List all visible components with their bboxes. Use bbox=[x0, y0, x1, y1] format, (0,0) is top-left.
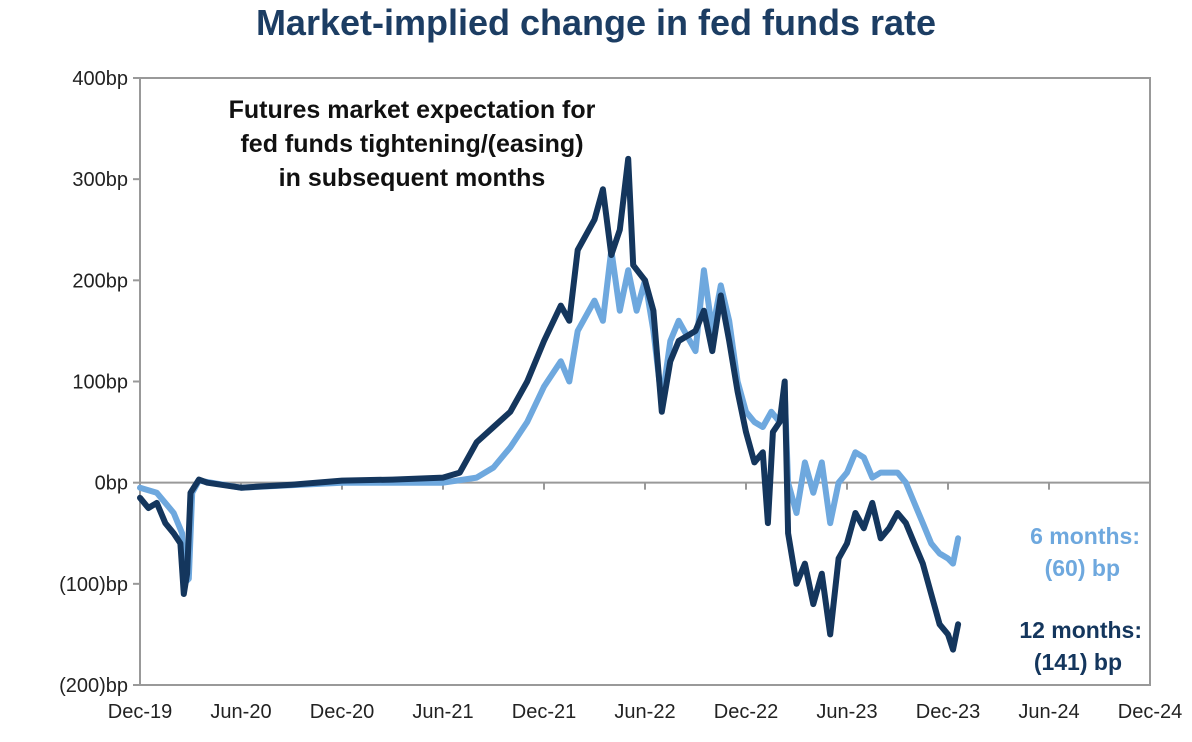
series-end-label: (60) bp bbox=[1045, 555, 1120, 581]
series-line-12-months bbox=[137, 155, 962, 653]
series-end-label: 12 months: bbox=[1019, 617, 1142, 643]
x-tick-label: Dec-21 bbox=[512, 701, 576, 723]
y-tick-label: (200)bp bbox=[59, 675, 128, 697]
x-tick-label: Jun-21 bbox=[412, 701, 473, 723]
x-tick-label: Dec-19 bbox=[108, 701, 172, 723]
series-end-label: (141) bp bbox=[1034, 649, 1122, 675]
y-tick-label: 100bp bbox=[72, 372, 128, 394]
y-tick-label: 400bp bbox=[72, 68, 128, 90]
annotation-line: in subsequent months bbox=[279, 164, 546, 192]
x-tick-label: Jun-20 bbox=[210, 701, 271, 723]
x-tick-label: Jun-22 bbox=[614, 701, 675, 723]
series-end-label: 6 months: bbox=[1030, 523, 1140, 549]
annotation-line: Futures market expectation for bbox=[229, 96, 596, 124]
annotation-line: fed funds tightening/(easing) bbox=[240, 130, 583, 158]
x-tick-label: Dec-23 bbox=[916, 701, 980, 723]
series-line-6-months bbox=[137, 247, 962, 587]
y-tick-label: 0bp bbox=[95, 473, 128, 495]
x-tick-label: Dec-20 bbox=[310, 701, 374, 723]
chart-title: Market-implied change in fed funds rate bbox=[255, 2, 937, 43]
y-tick-label: 200bp bbox=[72, 270, 128, 292]
y-tick-label: 300bp bbox=[72, 169, 128, 191]
x-tick-label: Jun-23 bbox=[816, 701, 877, 723]
x-tick-label: Jun-24 bbox=[1018, 701, 1079, 723]
x-tick-label: Dec-24 bbox=[1118, 701, 1182, 723]
x-tick-label: Dec-22 bbox=[714, 701, 778, 723]
y-tick-label: (100)bp bbox=[59, 574, 128, 596]
